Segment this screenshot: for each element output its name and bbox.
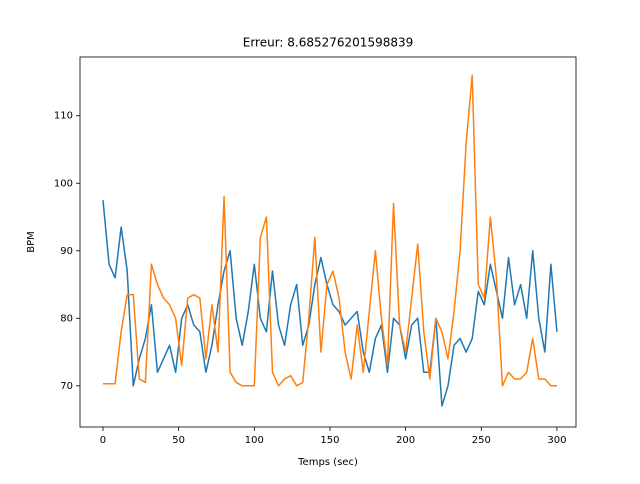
x-tick-label: 150 xyxy=(320,435,339,446)
x-tick-label: 100 xyxy=(245,435,264,446)
x-tick-label: 0 xyxy=(100,435,106,446)
plot-frame xyxy=(79,56,577,428)
chart-title: Erreur: 8.685276201598839 xyxy=(243,36,414,50)
x-axis-label: Temps (sec) xyxy=(297,457,358,468)
line-series xyxy=(103,74,557,387)
y-tick-label: 80 xyxy=(60,313,73,324)
y-axis-label: BPM xyxy=(26,231,37,253)
x-tick-label: 50 xyxy=(172,435,185,446)
x-tick-label: 250 xyxy=(472,435,491,446)
y-tick-label: 100 xyxy=(54,178,73,189)
x-tick-label: 200 xyxy=(396,435,415,446)
x-tick-label: 300 xyxy=(547,435,566,446)
y-tick-label: 110 xyxy=(54,111,73,122)
y-tick-label: 90 xyxy=(60,246,73,257)
y-tick-label: 70 xyxy=(60,381,73,392)
